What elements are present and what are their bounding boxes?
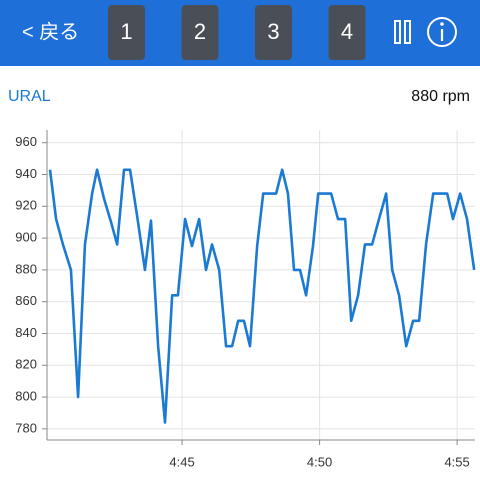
x-tick-label: 4:55 [444,454,469,469]
y-tick-label: 900 [15,230,37,245]
pause-bar [404,20,411,44]
y-tick-label: 920 [15,198,37,213]
y-tick-label: 780 [15,420,37,435]
y-tick-label: 880 [15,261,37,276]
pause-icon[interactable] [394,20,411,44]
x-tick-label: 4:50 [307,454,332,469]
tab-button[interactable] [108,5,145,60]
y-tick-label: 940 [15,166,37,181]
y-tick-label: 960 [15,134,37,149]
info-circle [427,17,457,47]
tab-label[interactable]: 2 [194,19,206,44]
y-tick-label: 860 [15,293,37,308]
y-tick-label: 820 [15,357,37,372]
data-line [48,168,476,424]
back-button[interactable]: < 戻る [22,20,79,43]
info-dot [440,22,444,26]
info-icon[interactable] [427,17,457,47]
y-tick-label: 840 [15,325,37,340]
y-tick-label: 800 [15,389,37,404]
tab-label[interactable]: 4 [341,19,353,44]
x-tick-label: 4:45 [169,454,194,469]
tab-label[interactable]: 1 [120,19,132,44]
sensor-name: URAL [8,88,51,105]
tab-button[interactable] [255,5,292,60]
tab-label[interactable]: 3 [267,19,279,44]
tab-button[interactable] [328,5,366,60]
pause-bar [394,20,401,44]
sensor-reading: 880 rpm [411,88,470,105]
tab-button[interactable] [181,5,219,60]
